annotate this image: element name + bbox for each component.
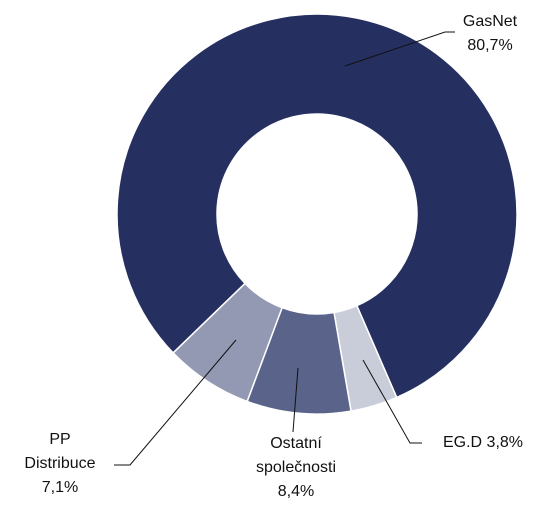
category-label: Ostatní společnosti [255, 435, 337, 476]
value-label: 7,1% [41, 479, 79, 496]
value-label: 80,7% [467, 37, 513, 54]
category-label: GasNet [462, 13, 518, 30]
slice-label: Ostatní společnosti 8,4% [241, 432, 351, 504]
donut-segment [116, 13, 518, 399]
slice-label: PP Distribuce 7,1% [15, 428, 105, 500]
category-label: PP Distribuce [24, 431, 96, 472]
leader-line [292, 367, 299, 433]
leader-line [362, 359, 422, 444]
donut-segment [172, 282, 284, 403]
value-label: 8,4% [277, 483, 315, 500]
slice-label: GasNet 80,7% [440, 10, 540, 58]
category-label: EG.D [442, 434, 483, 451]
slice-label: EG.D 3,8% [424, 431, 542, 455]
leader-line [344, 31, 455, 67]
value-label: 3,8% [486, 434, 524, 451]
leader-line [114, 339, 237, 466]
